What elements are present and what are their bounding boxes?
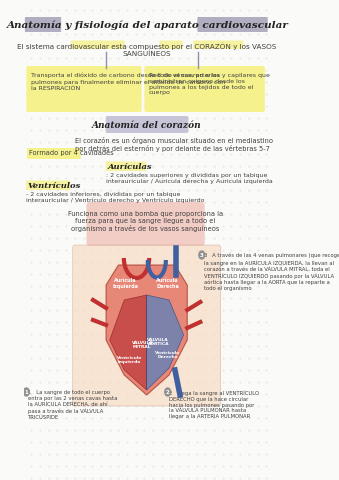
Polygon shape (106, 265, 187, 395)
Text: 3: 3 (200, 253, 204, 258)
FancyBboxPatch shape (197, 17, 268, 32)
Text: 2   Llega la sangre al VENTRÍCULO
DERECHO que la hace circular
hacia los pulmone: 2 Llega la sangre al VENTRÍCULO DERECHO … (169, 390, 259, 419)
Text: Red de venas, arterias y capilares que
suministran oxigeno desde los
pulmones a : Red de venas, arterias y capilares que s… (149, 73, 270, 96)
Circle shape (199, 251, 205, 259)
FancyBboxPatch shape (26, 180, 70, 190)
Text: 2: 2 (166, 390, 170, 395)
Text: : 2 cavidades superiores y divididas por un tabique
interauricular / Auricula de: : 2 cavidades superiores y divididas por… (106, 173, 273, 184)
Text: VÁLVULA
MITRAL: VÁLVULA MITRAL (132, 341, 153, 349)
FancyBboxPatch shape (194, 40, 243, 49)
Text: Aurícula
Derecha: Aurícula Derecha (156, 278, 179, 289)
Text: Ventrículos: Ventrículos (28, 182, 81, 190)
Circle shape (23, 388, 29, 396)
FancyBboxPatch shape (86, 202, 205, 246)
FancyBboxPatch shape (27, 148, 81, 159)
Text: Transporta el dióxido de carbono desde todo el cuerpo a los
pulmones para finalm: Transporta el dióxido de carbono desde t… (31, 73, 225, 91)
Text: Anatomía del corazón: Anatomía del corazón (92, 120, 201, 130)
Polygon shape (147, 295, 184, 390)
FancyBboxPatch shape (26, 66, 142, 112)
FancyBboxPatch shape (73, 245, 221, 406)
Circle shape (165, 388, 171, 396)
Text: 1: 1 (24, 390, 28, 395)
Text: El corazón es un órgano muscular situado en el mediastino
por detrás del esternó: El corazón es un órgano muscular situado… (75, 137, 273, 152)
FancyBboxPatch shape (159, 40, 182, 49)
Text: Aurículas: Aurículas (107, 163, 152, 171)
Text: Anatomía y fisiología del aparato cardiovascular: Anatomía y fisiología del aparato cardio… (6, 21, 288, 30)
Polygon shape (110, 295, 147, 390)
Text: Ventrículo
Derecho: Ventrículo Derecho (155, 351, 180, 360)
Text: Ventrículo
Izquierdo: Ventrículo Izquierdo (117, 356, 142, 364)
FancyBboxPatch shape (144, 66, 265, 112)
Text: Aurícula
Izquierda: Aurícula Izquierda (113, 278, 139, 289)
Text: 1   La sangre de todo el cuerpo
entra por las 2 venas cavas hasta
la AURÍCULA DE: 1 La sangre de todo el cuerpo entra por … (28, 390, 117, 420)
FancyBboxPatch shape (71, 40, 124, 49)
Text: Formado por 4 cavidades: Formado por 4 cavidades (29, 151, 114, 156)
FancyBboxPatch shape (106, 116, 188, 133)
FancyBboxPatch shape (25, 17, 61, 32)
Text: El sistema cardiovascular esta compuesto por el CORAZÓN y los VASOS SANGUÍNEOS: El sistema cardiovascular esta compuesto… (17, 42, 276, 57)
FancyBboxPatch shape (106, 161, 146, 171)
Text: VÁLVULA
AÓRTICA: VÁLVULA AÓRTICA (147, 338, 169, 346)
Text: Funciona como una bomba que proporciona la
fuerza para que la sangre llegue a to: Funciona como una bomba que proporciona … (68, 211, 223, 232)
Text: - 2 cavidades inferiores, divididas por un tabique
interauricular / Ventrículo d: - 2 cavidades inferiores, divididas por … (26, 192, 205, 204)
Text: 3   A través de las 4 venas pulmonares (que recogen
la sangre en la AURÍCULA IZQ: 3 A través de las 4 venas pulmonares (qu… (204, 253, 339, 291)
